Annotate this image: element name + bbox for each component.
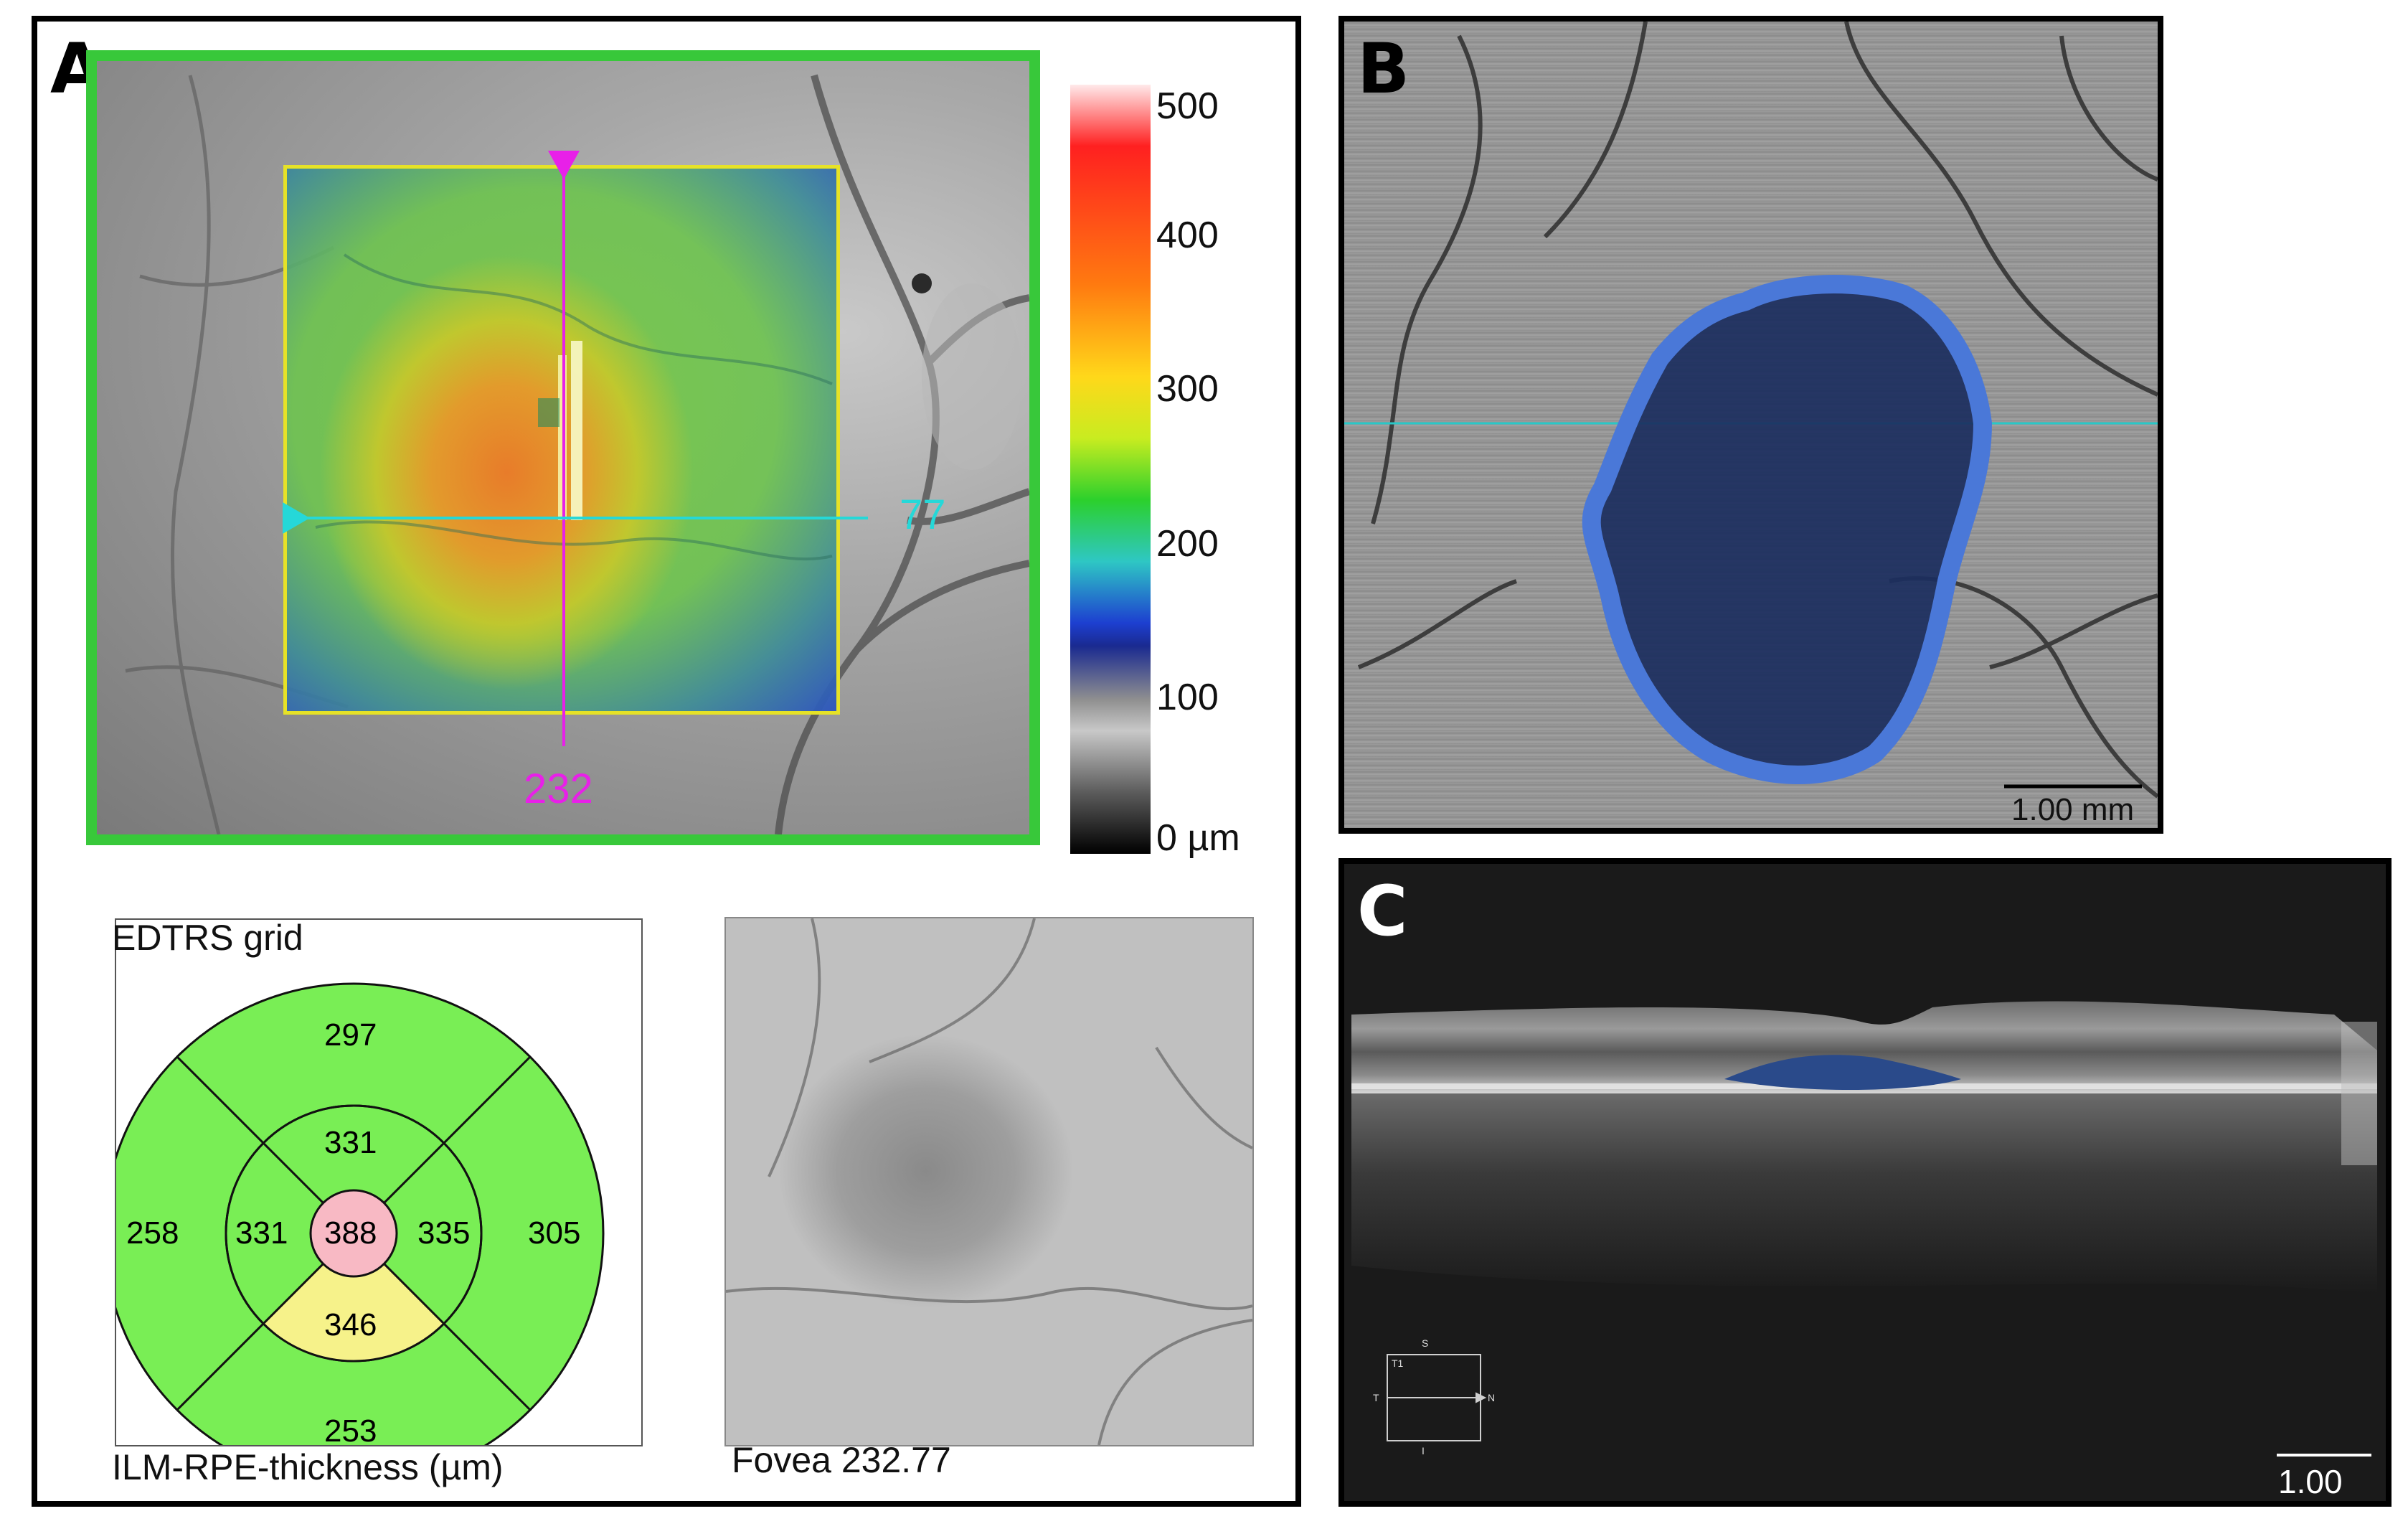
edtrs-outer-nasal: 305 (528, 1215, 581, 1251)
panel-c: S I T N T1 1.00 mm (1338, 858, 2392, 1507)
fovea-caption: Fovea 232.77 (732, 1440, 951, 1480)
edtrs-inner-nasal: 335 (417, 1215, 471, 1251)
edtrs-outer-inferior: 253 (324, 1413, 377, 1449)
vertical-scan-value: 232 (524, 766, 593, 812)
edtrs-center-circle (309, 1189, 398, 1278)
thickness-colorbar (1070, 85, 1151, 854)
fluid-pocket (1724, 1055, 1961, 1091)
edtrs-inferior-inner-sector (263, 1233, 444, 1362)
edtrs-inner-inferior: 346 (324, 1307, 377, 1342)
edtrs-inner-superior: 331 (324, 1125, 377, 1160)
octa-image (1344, 22, 2158, 799)
orientation-diagram (1387, 1354, 1487, 1441)
scale-bar-c-label: 1.00 mm (2278, 1463, 2343, 1500)
edtrs-grid-box: 297 258 305 253 331 331 335 346 388 (115, 918, 643, 1449)
edtrs-center-value: 388 (324, 1215, 377, 1251)
crosshair (283, 151, 868, 746)
edtrs-outer-temporal: 258 (126, 1215, 179, 1251)
edtrs-outer-superior: 297 (324, 1017, 377, 1053)
colorbar-tick: 100 (1156, 677, 1219, 718)
oct-bscan (1344, 864, 2386, 1501)
colorbar-tick: 500 (1156, 85, 1219, 127)
orientation-top: S (1422, 1337, 1429, 1349)
orientation-left: T (1373, 1392, 1379, 1403)
vertical-scan-marker (548, 151, 580, 179)
scale-bar-b-label: 1.00 mm (2011, 792, 2135, 827)
panel-c-label: C (1357, 871, 1408, 951)
edtrs-title: EDTRS grid (112, 918, 303, 958)
retina-layers (1351, 1001, 2377, 1093)
orientation-corner: T1 (1392, 1357, 1404, 1369)
orientation-right: N (1488, 1392, 1496, 1403)
panel-b: 1.00 mm (1338, 16, 2163, 834)
colorbar-tick: 300 (1156, 368, 1219, 410)
edtrs-grid-chart (116, 982, 605, 1445)
colorbar-tick: 400 (1156, 215, 1219, 256)
edtrs-inner-temporal: 331 (235, 1215, 288, 1251)
colorbar-tick: 0 µm (1156, 817, 1240, 859)
horizontal-scan-value: 77 (900, 491, 946, 538)
choroid (1351, 1093, 2377, 1294)
lesion-outline (1582, 275, 1993, 784)
orientation-bottom: I (1422, 1445, 1425, 1457)
overlay-markings (315, 253, 833, 561)
fovea-vessels (726, 918, 1252, 1445)
horizontal-scan-marker (283, 502, 310, 534)
fovea-image (724, 917, 1254, 1446)
panel-b-label: B (1357, 29, 1410, 109)
colorbar-tick: 200 (1156, 523, 1219, 565)
edtrs-caption: ILM-RPE-thickness (µm) (112, 1447, 504, 1487)
